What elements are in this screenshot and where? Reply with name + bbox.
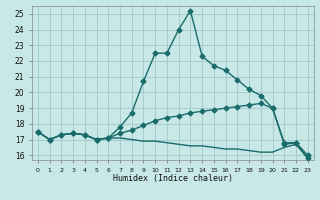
X-axis label: Humidex (Indice chaleur): Humidex (Indice chaleur) [113,174,233,183]
